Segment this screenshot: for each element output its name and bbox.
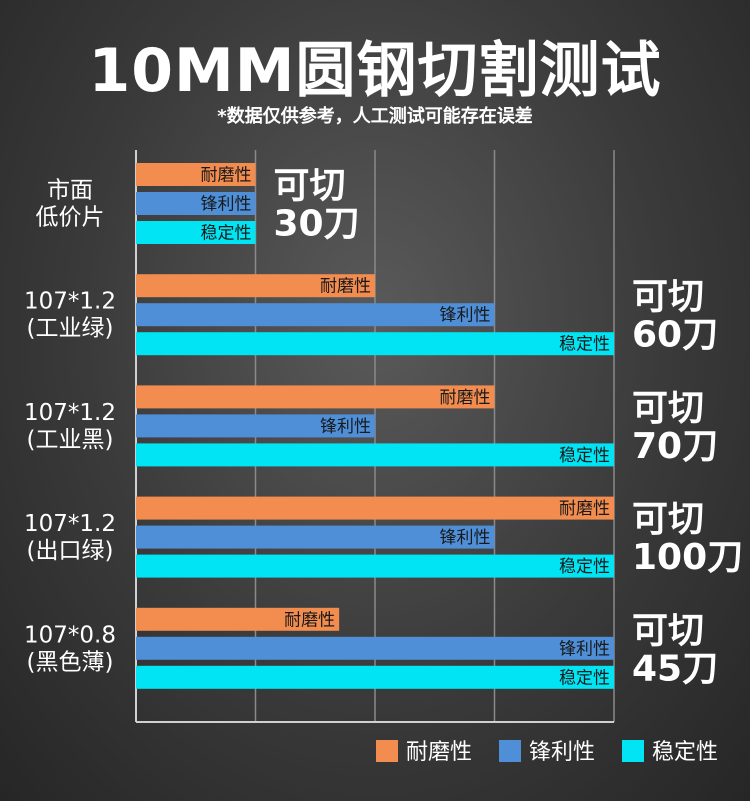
bar-label: 稳定性 (559, 668, 610, 688)
result-annotation: 45刀 (632, 648, 718, 689)
bar (136, 525, 495, 549)
category-label: 107*0.8 (24, 622, 116, 648)
bar-label: 稳定性 (559, 557, 610, 577)
result-annotation: 可切 (632, 499, 704, 540)
bar-label: 锋利性 (559, 639, 610, 659)
category-label: (工业绿) (27, 316, 114, 342)
result-annotation: 70刀 (632, 426, 718, 467)
bar (136, 554, 614, 578)
result-annotation: 可切 (274, 166, 346, 207)
bar (136, 496, 614, 520)
bar (136, 665, 614, 689)
bar (136, 221, 256, 244)
bar (136, 636, 614, 660)
page-title: 10MM圆钢切割测试 (88, 36, 662, 106)
category-label: 低价片 (36, 205, 105, 231)
bar-label: 耐磨性 (201, 166, 252, 186)
bar (136, 274, 375, 298)
result-annotation: 可切 (632, 277, 704, 318)
bar-label: 稳定性 (559, 335, 610, 355)
category-label: (工业黑) (27, 427, 114, 453)
bar (136, 303, 495, 327)
legend-label: 耐磨性 (406, 740, 472, 765)
category-label: 市面 (47, 178, 93, 204)
bar-label: 锋利性 (440, 528, 491, 548)
result-annotation: 可切 (632, 388, 704, 429)
bar (136, 607, 340, 631)
legend-swatch (499, 740, 521, 762)
bar-label: 耐磨性 (320, 277, 371, 297)
legend-label: 稳定性 (652, 740, 718, 765)
result-annotation: 可切 (632, 610, 704, 651)
category-label: 107*1.2 (24, 400, 116, 426)
bar (136, 332, 614, 356)
result-annotation: 100刀 (632, 537, 743, 578)
bar-label: 耐磨性 (440, 388, 491, 408)
legend-swatch (376, 740, 398, 762)
category-label: (出口绿) (27, 538, 114, 564)
bar (136, 163, 256, 186)
bar-label: 锋利性 (320, 417, 371, 437)
legend-swatch (622, 740, 644, 762)
bar-label: 耐磨性 (284, 610, 335, 630)
page-subtitle: *数据仅供参考，人工测试可能存在误差 (217, 106, 533, 127)
bar-label: 锋利性 (201, 195, 252, 215)
bar-label: 稳定性 (559, 446, 610, 466)
category-label: 107*1.2 (24, 511, 116, 537)
category-label: (黑色薄) (27, 649, 114, 675)
bar (136, 414, 375, 438)
bar-label: 锋利性 (440, 306, 491, 326)
bar (136, 192, 256, 215)
result-annotation: 30刀 (274, 204, 360, 245)
legend-label: 锋利性 (529, 740, 595, 765)
bar-label: 稳定性 (201, 224, 252, 244)
bar (136, 385, 495, 409)
bar (136, 443, 614, 467)
category-label: 107*1.2 (24, 289, 116, 315)
bar-label: 耐磨性 (559, 499, 610, 519)
result-annotation: 60刀 (632, 315, 718, 356)
